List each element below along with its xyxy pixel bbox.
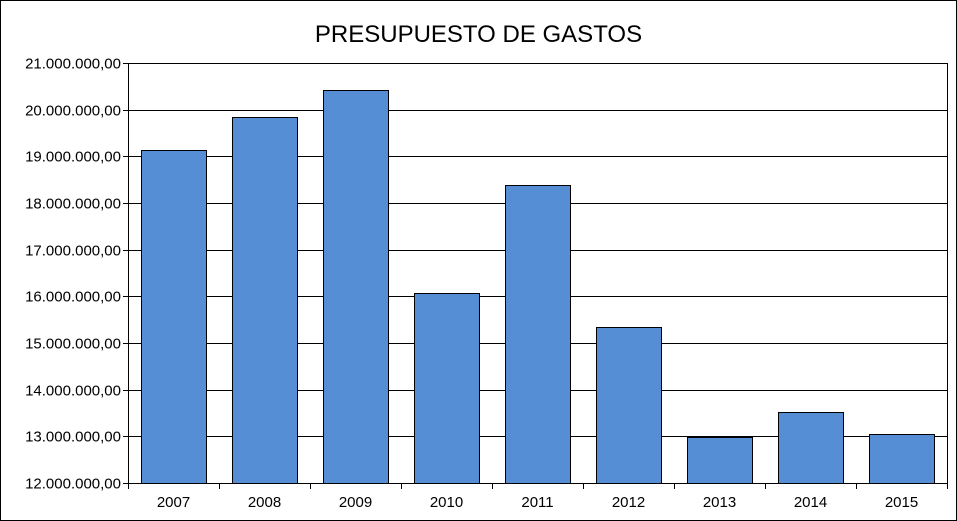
- x-tick-label: 2008: [248, 494, 281, 511]
- y-tick-label: 15.000.000,00: [25, 336, 121, 353]
- bar-2012: [596, 327, 662, 484]
- bar-2007: [141, 150, 207, 484]
- bar-2010: [414, 293, 480, 484]
- x-tick-label: 2011: [521, 494, 553, 511]
- y-tick-label: 12.000.000,00: [25, 476, 121, 493]
- plot-area-border: [128, 63, 948, 484]
- bar-2008: [232, 117, 298, 484]
- y-tick-label: 17.000.000,00: [25, 243, 121, 260]
- axes: [123, 63, 948, 489]
- y-tick-label: 18.000.000,00: [25, 196, 121, 213]
- x-tick-label: 2015: [885, 494, 918, 511]
- x-tick-label: 2014: [794, 494, 827, 511]
- y-tick-label: 16.000.000,00: [25, 289, 121, 306]
- y-tick-label: 21.000.000,00: [25, 56, 121, 73]
- x-tick-label: 2013: [703, 494, 736, 511]
- bar-2011: [505, 185, 571, 484]
- chart-title: PRESUPUESTO DE GASTOS: [314, 21, 643, 48]
- x-tick-label: 2012: [612, 494, 645, 511]
- bar-2013: [687, 437, 753, 484]
- x-tick-labels: 2007 2008 2009 2010 2011 2012 2013 2014 2015: [157, 494, 918, 511]
- y-tick-label: 14.000.000,00: [25, 383, 121, 400]
- y-tick-label: 20.000.000,00: [25, 103, 121, 120]
- y-tick-label: 19.000.000,00: [25, 149, 121, 166]
- y-tick-labels: 12.000.000,00 13.000.000,00 14.000.000,00 1…: [25, 56, 121, 493]
- bar-2009: [323, 90, 389, 484]
- y-tick-label: 13.000.000,00: [25, 429, 121, 446]
- x-tick-label: 2010: [430, 494, 463, 511]
- bar-2014: [778, 412, 844, 484]
- bar-2015: [869, 434, 935, 484]
- bars: [141, 90, 935, 484]
- x-tick-label: 2009: [339, 494, 372, 511]
- x-tick-label: 2007: [157, 494, 190, 511]
